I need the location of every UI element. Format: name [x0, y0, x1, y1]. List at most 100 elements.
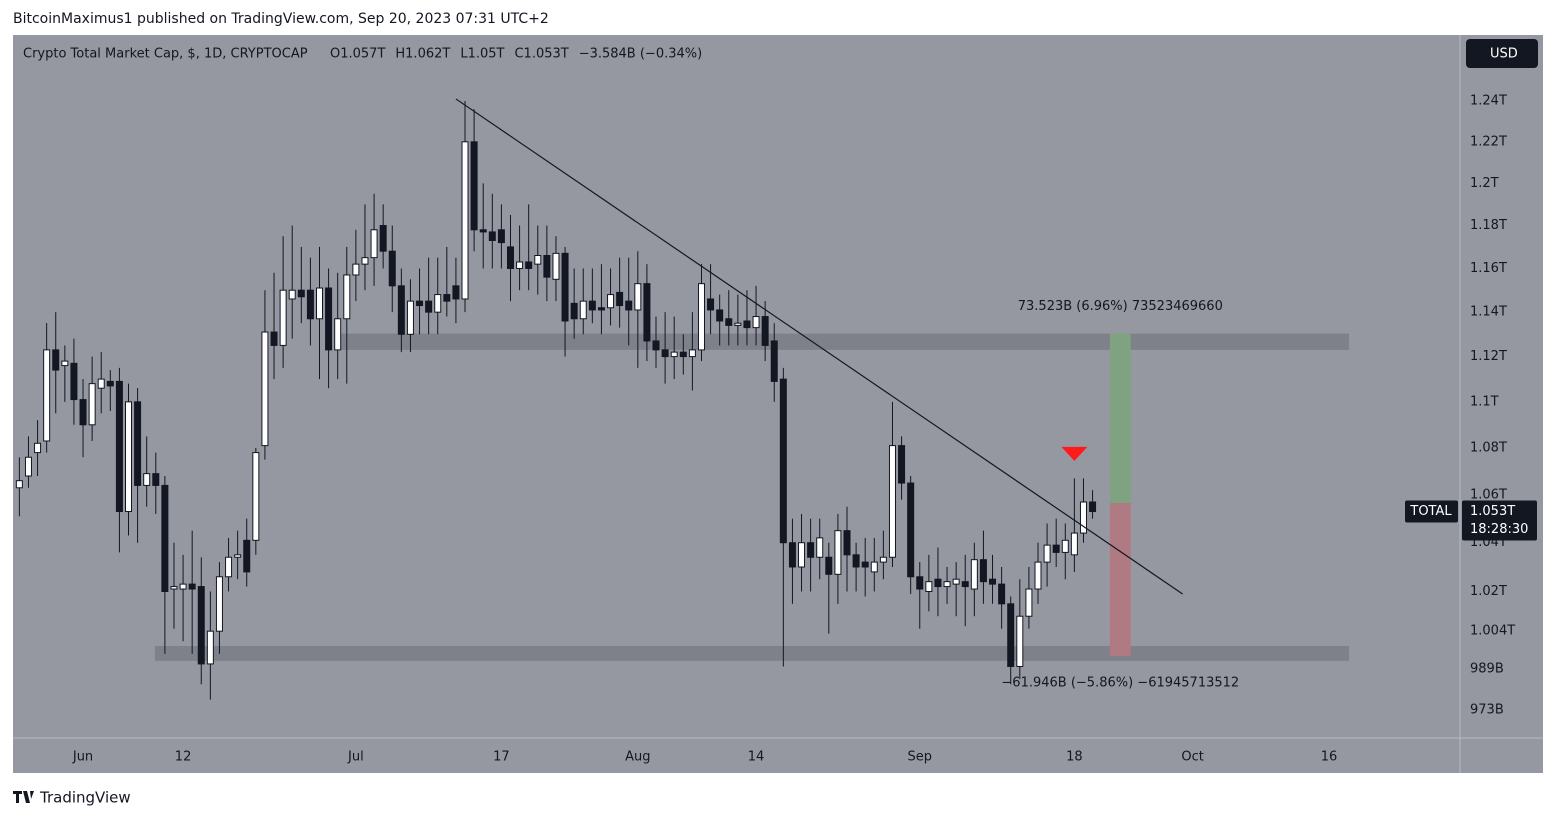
candle-body	[989, 578, 997, 585]
candle-body	[725, 318, 733, 326]
candle-body	[243, 539, 251, 573]
y-tick-label: 1.24T	[1470, 93, 1507, 108]
stop-label: −61.946B (−5.86%) −61945713512	[1001, 675, 1239, 690]
zone	[340, 333, 1350, 350]
candle-body	[179, 583, 187, 590]
candle-body	[916, 576, 924, 590]
candle-body	[979, 559, 987, 583]
candle-body	[479, 229, 487, 233]
candle-body	[406, 300, 414, 335]
candle-body	[115, 380, 123, 513]
candle-body	[170, 586, 178, 590]
x-tick-label: Jun	[72, 750, 93, 765]
y-tick-label: 1.12T	[1470, 349, 1507, 364]
signal-arrow	[1061, 446, 1088, 461]
candle-body	[579, 300, 587, 320]
x-tick-label: 12	[175, 750, 192, 765]
candle-body	[61, 360, 69, 367]
candle-body	[616, 291, 624, 307]
candle-body	[852, 554, 860, 568]
candle-body	[288, 289, 296, 300]
y-tick-label: 1.14T	[1470, 305, 1507, 320]
candle-body	[1034, 561, 1042, 590]
candle-body	[843, 530, 851, 556]
candle-body	[652, 340, 660, 351]
candle-body	[1007, 603, 1015, 667]
candle-body	[252, 452, 260, 541]
zone	[154, 645, 1350, 661]
candle-body	[334, 318, 342, 351]
candle-body	[188, 583, 196, 590]
x-tick-label: Aug	[625, 750, 650, 765]
candle-body	[388, 250, 396, 287]
candle-body	[70, 362, 78, 401]
candle-body	[934, 578, 942, 588]
x-tick-label: Oct	[1181, 750, 1203, 765]
candle-body	[543, 255, 551, 278]
symbol-badge	[1405, 500, 1458, 523]
legend-item: H1.062T	[395, 47, 450, 62]
candle-body	[106, 380, 114, 387]
candle-body	[943, 581, 951, 588]
candle-body	[234, 554, 242, 558]
candle-body	[607, 294, 615, 309]
candle-body	[643, 283, 651, 342]
candle-body	[370, 229, 378, 259]
candle-body	[879, 556, 887, 563]
candle-body	[834, 530, 842, 575]
candle-body	[561, 252, 569, 322]
currency[interactable]: USD	[1490, 47, 1518, 62]
candle-body	[52, 349, 60, 371]
candle-body	[1016, 615, 1024, 667]
target-zone	[1109, 333, 1131, 503]
candle-body	[670, 351, 678, 358]
candle-body	[588, 300, 596, 311]
candle-body	[361, 257, 369, 265]
y-tick-label: 1.1T	[1470, 394, 1499, 409]
candle-body	[315, 287, 323, 320]
y-tick-label: 1.02T	[1470, 584, 1507, 599]
candle-body	[870, 561, 878, 573]
chart-title: Crypto Total Market Cap, $, 1D, CRYPTOCA…	[23, 47, 308, 62]
legend-item: C1.053T	[514, 47, 568, 62]
countdown: 18:28:30	[1470, 522, 1528, 537]
candle-body	[788, 542, 796, 568]
candle-body	[152, 473, 160, 486]
candle-body	[525, 261, 533, 269]
header: BitcoinMaximus1 published on TradingView…	[13, 11, 549, 27]
candle-body	[807, 542, 815, 558]
x-tick-label: 16	[1321, 750, 1338, 765]
candle-body	[970, 559, 978, 590]
candle-body	[143, 473, 151, 486]
candle-body	[215, 576, 223, 632]
candle-body	[998, 583, 1006, 605]
last-price: 1.053T	[1470, 504, 1515, 519]
currency-button[interactable]	[1466, 39, 1538, 68]
candle-body	[952, 578, 960, 585]
candle-body	[125, 401, 133, 513]
candle-body	[925, 581, 933, 592]
candle-body	[425, 300, 433, 313]
candle-body	[888, 445, 896, 558]
candle-body	[379, 225, 387, 252]
candle-body	[707, 298, 715, 311]
candle-body	[225, 556, 233, 578]
candle-body	[343, 274, 351, 320]
candle-body	[516, 261, 524, 269]
y-tick-label: 1.16T	[1470, 261, 1507, 276]
y-tick-label: 1.22T	[1470, 134, 1507, 149]
y-tick-label: 1.18T	[1470, 218, 1507, 233]
candle-body	[270, 331, 278, 346]
x-tick-label: Jul	[347, 750, 364, 765]
y-tick-label: 1.2T	[1470, 176, 1499, 191]
candle-body	[306, 289, 314, 320]
y-tick-label: 1.06T	[1470, 487, 1507, 502]
candle-body	[634, 283, 642, 311]
candle-body	[1043, 544, 1051, 563]
x-tick-label: 14	[748, 750, 765, 765]
candle-body	[779, 378, 787, 544]
candle-body	[716, 309, 724, 322]
candle-body	[825, 556, 833, 575]
